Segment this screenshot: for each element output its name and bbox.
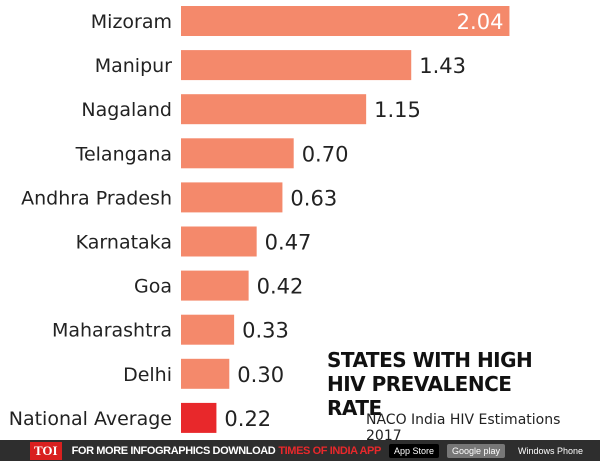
app-store-badge[interactable]: App Store: [388, 443, 439, 458]
bar-telangana: [181, 138, 294, 169]
bar-maharashtra: [181, 314, 235, 345]
value-label: 0.63: [290, 186, 337, 210]
category-label: Nagaland: [81, 99, 172, 121]
category-label: Manipur: [95, 55, 172, 77]
category-label: Karnataka: [76, 232, 172, 254]
category-label: Mizoram: [91, 11, 172, 33]
value-label: 0.42: [257, 275, 304, 299]
windows-phone-badge[interactable]: Windows Phone: [518, 445, 584, 456]
bar-nagaland: [181, 94, 367, 125]
value-label: 0.22: [224, 407, 271, 431]
bar-andhra-pradesh: [181, 182, 283, 213]
toi-logo: TOI: [30, 441, 62, 460]
footer-banner[interactable]: TOI FOR MORE INFOGRAPHICS DOWNLOAD TIMES…: [0, 440, 600, 461]
category-label: Goa: [134, 276, 172, 298]
bar-national-average: [181, 402, 217, 433]
bar-manipur: [181, 50, 412, 81]
value-label: 1.15: [374, 98, 421, 122]
category-label: Maharashtra: [52, 320, 172, 342]
category-label: Andhra Pradesh: [21, 187, 172, 209]
category-label: Telangana: [75, 143, 172, 165]
google-play-badge[interactable]: Google play: [446, 443, 506, 458]
value-label: 0.33: [242, 319, 289, 343]
category-label: Delhi: [123, 364, 172, 386]
bar-delhi: [181, 358, 230, 389]
bar-karnataka: [181, 226, 257, 257]
value-label: 0.30: [237, 363, 284, 387]
value-label: 1.43: [419, 54, 466, 78]
category-label: National Average: [9, 408, 172, 430]
value-label: 0.70: [302, 142, 349, 166]
chart-title: STATES WITH HIGH HIV PREVALENCE RATE: [327, 348, 533, 420]
bar-goa: [181, 270, 249, 301]
bar-mizoram: [181, 6, 510, 36]
bar-chart: Mizoram 2.04 Manipur 1.43 Nagaland 1.15 Telang…: [9, 6, 510, 433]
promo-app-text: TIMES OF INDIA APP: [278, 444, 381, 457]
value-label: 2.04: [457, 10, 504, 34]
promo-text: FOR MORE INFOGRAPHICS DOWNLOAD: [71, 444, 276, 457]
value-label: 0.47: [265, 231, 312, 255]
